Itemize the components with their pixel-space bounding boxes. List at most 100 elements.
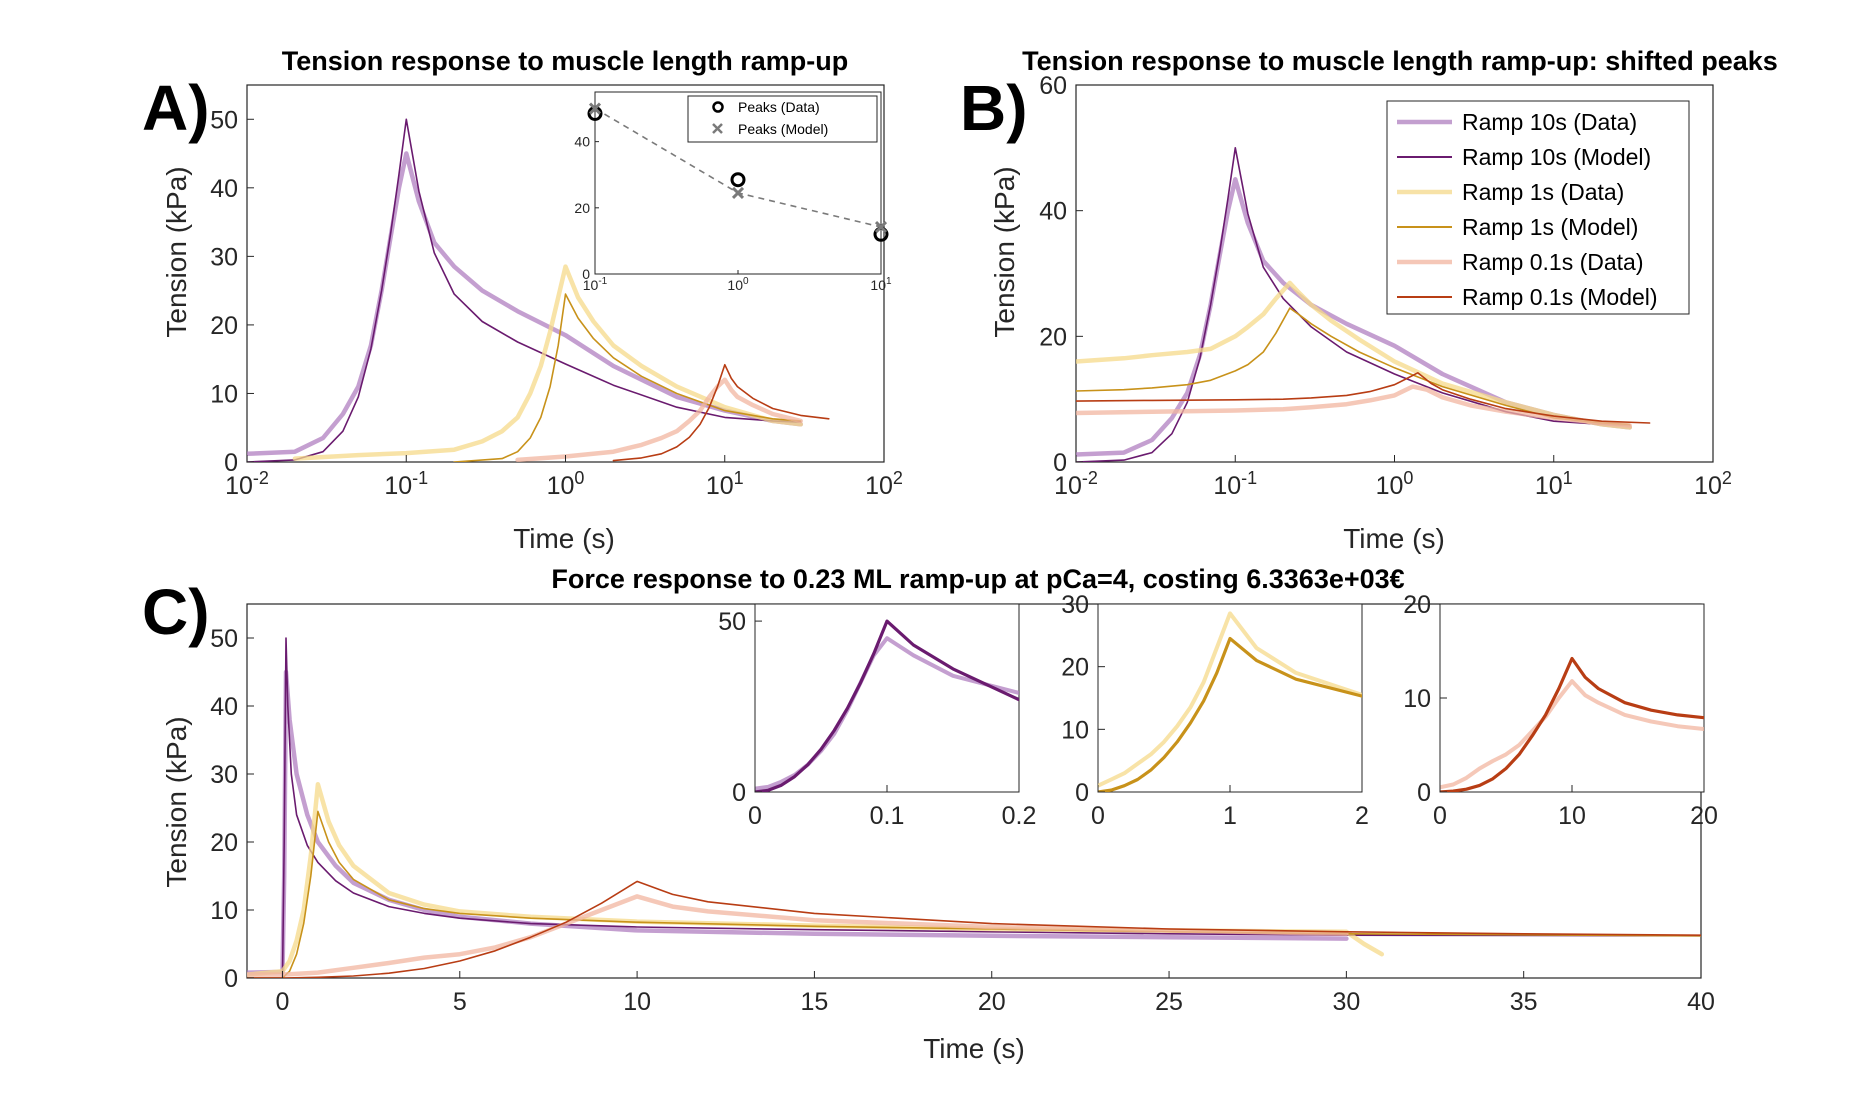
y-tick-label: 0 <box>732 779 746 807</box>
y-tick-label: 10 <box>1403 685 1431 713</box>
x-tick-label: 101 <box>706 468 744 500</box>
panel-a-label: A) <box>142 72 210 144</box>
peak-model-point <box>731 186 745 199</box>
series-line-ramp-1s-data- <box>247 781 1385 977</box>
y-tick-label: 20 <box>210 312 238 340</box>
x-tick-label: 15 <box>801 988 829 1016</box>
x-tick-label: 20 <box>978 988 1006 1016</box>
legend-label: Ramp 0.1s (Data) <box>1462 249 1644 275</box>
x-tick-label: 0 <box>276 988 290 1016</box>
panel-a-ylabel: Tension (kPa) <box>161 166 192 337</box>
x-tick-label: 100 <box>1376 468 1414 500</box>
series-line-ramp-0-1s-data- <box>515 377 803 462</box>
series-line-ramp-10s-data- <box>247 151 803 457</box>
y-tick-label: 40 <box>210 175 238 203</box>
peak-data-point <box>730 172 746 188</box>
x-tick-label: 0 <box>748 802 762 830</box>
y-tick-label: 10 <box>210 897 238 925</box>
panel-b-title: Tension response to muscle length ramp-u… <box>1022 46 1778 76</box>
series-line-ramp-0-1s-model- <box>1076 372 1651 424</box>
x-tick-label: 10-1 <box>384 468 428 500</box>
series-group <box>755 619 1019 792</box>
y-tick-label: 30 <box>210 761 238 789</box>
legend-label: Ramp 1s (Model) <box>1462 214 1638 240</box>
y-tick-label: 20 <box>210 829 238 857</box>
panel-a-xlabel: Time (s) <box>513 523 615 554</box>
panel-c-title: Force response to 0.23 ML ramp-up at pCa… <box>551 564 1404 594</box>
series-line-ramp-1s-model- <box>1076 307 1631 426</box>
series-group <box>247 637 1701 978</box>
x-tick-label: 0 <box>1091 802 1105 830</box>
x-tick-label: 102 <box>1694 468 1732 500</box>
x-tick-label: 10-2 <box>1054 468 1098 500</box>
x-tick-label: 20 <box>1690 802 1718 830</box>
panel-c-ylabel: Tension (kPa) <box>161 716 192 887</box>
panel-c-inset-3-marks: 0 10 20 0 10 20 <box>1403 591 1718 830</box>
x-tick-label: 102 <box>865 468 903 500</box>
series-group <box>1076 147 1651 462</box>
x-tick-label: 25 <box>1155 988 1183 1016</box>
panel-b-xlabel: Time (s) <box>1343 523 1445 554</box>
panel-c-inset-3: 0 10 20 0 10 20 <box>1403 591 1718 830</box>
y-tick-label: 20 <box>1061 654 1089 682</box>
y-tick-label: 30 <box>1061 591 1089 619</box>
panel-b: Tension response to muscle length ramp-u… <box>960 46 1778 554</box>
y-tick-label: 20 <box>1403 591 1431 619</box>
series-line-ramp-10s-model- <box>247 637 1701 978</box>
series-line-ramp-1s-data- <box>292 264 803 461</box>
panel-a-inset: 10-1 100 101 0 20 40 Peaks (Data) Peaks (Mode… <box>574 91 892 293</box>
series-line-ramp-10s-model- <box>755 619 1019 792</box>
x-tick-label: 101 <box>1535 468 1573 500</box>
y-tick-label: 20 <box>574 200 590 216</box>
legend-label-peaks-model: Peaks (Model) <box>738 121 828 137</box>
series-line-ramp-0-1s-model- <box>612 363 830 462</box>
series-group <box>1098 611 1362 792</box>
legend-marker-peaks-model <box>712 123 723 134</box>
x-tick-label: 10-2 <box>225 468 269 500</box>
panel-c-inset-1-marks: 0 0.1 0.2 0 50 <box>718 608 1036 830</box>
x-tick-label: 10-1 <box>1213 468 1257 500</box>
series-line-ramp-1s-data- <box>1098 611 1362 788</box>
x-tick-label: 2 <box>1355 802 1369 830</box>
x-tick-label: 101 <box>870 276 892 293</box>
x-tick-label: 1 <box>1223 802 1237 830</box>
x-tick-label: 100 <box>727 276 749 293</box>
series-group <box>1440 656 1704 792</box>
x-tick-label: 5 <box>453 988 467 1016</box>
panel-c-inset-3-axes <box>1439 603 1705 793</box>
x-tick-label: 35 <box>1510 988 1538 1016</box>
peak-model-point <box>588 102 602 115</box>
y-tick-label: 50 <box>210 625 238 653</box>
panel-b-legend-box <box>1386 100 1690 315</box>
panel-c-xlabel: Time (s) <box>923 1033 1025 1064</box>
y-tick-label: 0 <box>1417 779 1431 807</box>
x-tick-label: 40 <box>1687 988 1715 1016</box>
panel-b-legend: Ramp 10s (Data) Ramp 10s (Model) Ramp 1s (… <box>1386 100 1690 315</box>
panel-a-title: Tension response to muscle length ramp-u… <box>282 46 849 76</box>
panel-b-label: B) <box>960 72 1028 144</box>
y-tick-label: 40 <box>210 693 238 721</box>
y-tick-label: 20 <box>1039 323 1067 351</box>
legend-label: Ramp 1s (Data) <box>1462 179 1624 205</box>
x-tick-label: 0.2 <box>1002 802 1037 830</box>
y-tick-label: 0 <box>224 965 238 993</box>
y-tick-label: 50 <box>210 106 238 134</box>
x-tick-label: 10 <box>623 988 651 1016</box>
panel-a-inset-marks: 10-1 100 101 0 20 40 <box>574 102 892 293</box>
series-line-ramp-1s-data- <box>1076 280 1632 430</box>
series-group <box>247 118 830 462</box>
legend-label-peaks-data: Peaks (Data) <box>738 99 820 115</box>
series-line-ramp-10s-model- <box>1076 147 1631 462</box>
panel-a: Tension response to muscle length ramp-u… <box>142 46 903 554</box>
series-line-ramp-1s-model- <box>247 810 1701 978</box>
x-tick-label: 0.1 <box>870 802 905 830</box>
panel-c-inset-1: 0 0.1 0.2 0 50 <box>718 603 1036 830</box>
y-tick-label: 40 <box>1039 198 1067 226</box>
y-tick-label: 0 <box>1075 779 1089 807</box>
x-tick-label: 0 <box>1433 802 1447 830</box>
